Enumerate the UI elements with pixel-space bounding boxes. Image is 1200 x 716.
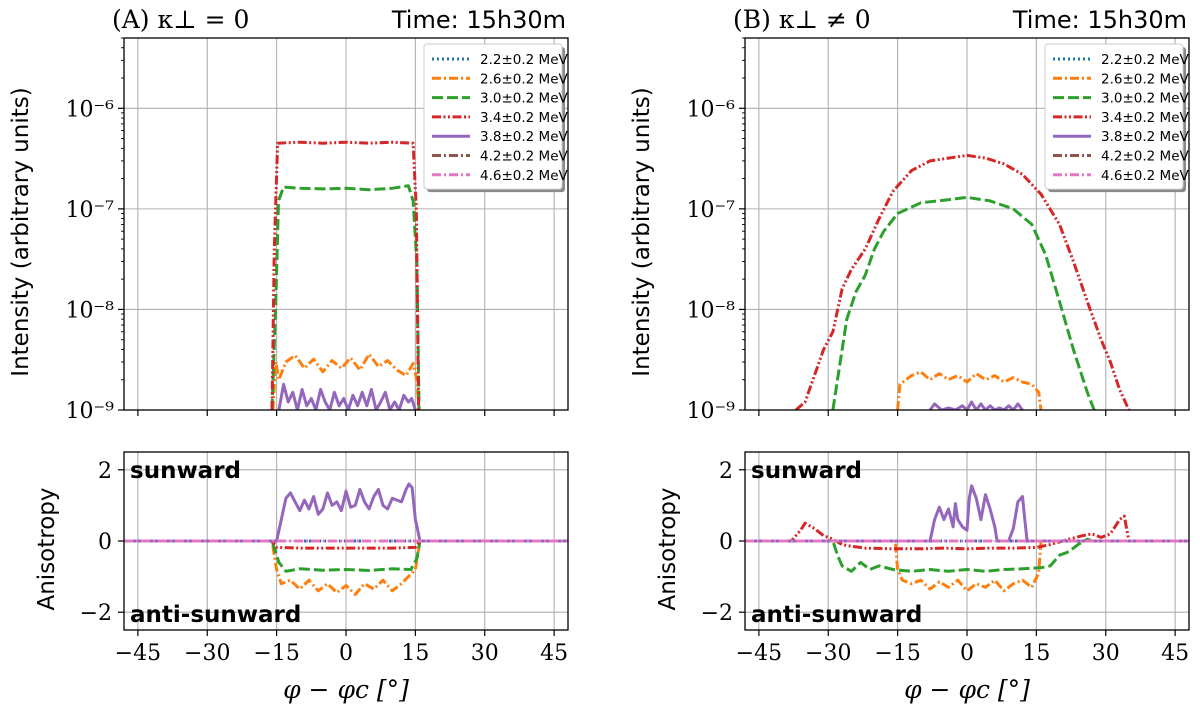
legend-box — [1044, 43, 1184, 190]
series-group — [794, 153, 1131, 410]
legend-label: 2.2±0.2 MeV — [1101, 52, 1189, 68]
y-tick-label: 10⁻⁶ — [66, 97, 115, 122]
y-axis-label: Intensity (arbitrary units) — [8, 87, 34, 376]
ticks — [118, 469, 555, 636]
x-axis-label: φ − φc [°] — [283, 675, 409, 704]
legend-label: 3.0±0.2 MeV — [1101, 91, 1189, 107]
series-line — [270, 184, 421, 410]
y-tick-label: −2 — [701, 601, 733, 626]
ticks — [739, 37, 1176, 416]
x-tick-label: −30 — [184, 641, 230, 666]
x-tick-label: 45 — [1161, 641, 1189, 666]
y-tick-label: −2 — [80, 601, 112, 626]
legend-label: 4.2±0.2 MeV — [480, 149, 568, 165]
legend-label: 4.6±0.2 MeV — [1101, 168, 1189, 184]
series-line — [896, 370, 1043, 410]
legend-label: 4.6±0.2 MeV — [480, 168, 568, 184]
x-tick-label: 0 — [960, 641, 974, 666]
ticks — [739, 469, 1176, 636]
series-line — [124, 539, 568, 550]
time-label: Time: 15h30m — [1012, 6, 1187, 34]
series-group — [124, 482, 568, 596]
series-line — [745, 537, 1189, 573]
series-line — [831, 195, 1096, 410]
series-line — [277, 382, 417, 410]
series-line — [794, 153, 1131, 410]
x-tick-label: −45 — [115, 641, 161, 666]
legend-label: 3.8±0.2 MeV — [1101, 129, 1189, 145]
legend-label: 4.2±0.2 MeV — [1101, 149, 1189, 165]
x-tick-label: 30 — [471, 641, 499, 666]
series-group — [270, 140, 421, 410]
y-tick-label: 10⁻⁸ — [687, 298, 736, 323]
y-tick-label: 2 — [719, 459, 733, 484]
x-tick-label: −15 — [874, 641, 920, 666]
annotation-sunward: sunward — [130, 458, 241, 484]
time-label: Time: 15h30m — [391, 6, 566, 34]
panel-a-intensity: 10⁻⁹ 10⁻⁸ 10⁻⁷ 10⁻⁶ Intensity (arbitrary uni… — [8, 5, 569, 424]
y-tick-label: 10⁻⁸ — [66, 298, 115, 323]
x-axis-label: φ − φc [°] — [904, 675, 1030, 704]
y-tick-label: 0 — [98, 530, 112, 555]
y-tick-label: 10⁻⁷ — [66, 198, 115, 223]
annotation-anti-sunward: anti-sunward — [130, 602, 301, 628]
y-tick-label: 10⁻⁶ — [687, 97, 736, 122]
x-tick-label: 30 — [1092, 641, 1120, 666]
x-tick-label: −15 — [253, 641, 299, 666]
series-line — [270, 140, 421, 410]
y-tick-label: 10⁻⁹ — [687, 399, 736, 424]
series-line — [745, 539, 1189, 593]
x-tick-label: 15 — [1022, 641, 1050, 666]
y-tick-label: 2 — [98, 459, 112, 484]
legend-label: 3.0±0.2 MeV — [480, 91, 568, 107]
annotation-sunward: sunward — [751, 458, 862, 484]
y-tick-label: 0 — [719, 530, 733, 555]
x-tick-label: 15 — [401, 641, 429, 666]
series-line — [124, 539, 568, 596]
panel-title: (B) κ⊥ ≠ 0 — [733, 5, 871, 34]
y-axis-label: Anisotropy — [655, 487, 681, 610]
legend-label: 2.6±0.2 MeV — [480, 71, 568, 87]
series-line — [928, 400, 1024, 410]
series-line — [124, 482, 568, 543]
x-tick-label: −45 — [736, 641, 782, 666]
series-line — [745, 484, 1189, 543]
x-tick-label: −30 — [805, 641, 851, 666]
series-line — [271, 352, 421, 410]
legend: 2.2±0.2 MeV 2.6±0.2 MeV 3.0±0.2 MeV 3.4±0.2… — [1044, 43, 1189, 193]
series-group — [745, 484, 1189, 593]
legend-label: 2.2±0.2 MeV — [480, 52, 568, 68]
annotation-anti-sunward: anti-sunward — [751, 602, 922, 628]
y-tick-label: 10⁻⁹ — [66, 399, 115, 424]
legend-label: 3.4±0.2 MeV — [1101, 110, 1189, 126]
series-line — [745, 514, 1189, 551]
y-tick-label: 10⁻⁷ — [687, 198, 736, 223]
ticks — [118, 37, 555, 416]
y-axis-label: Intensity (arbitrary units) — [629, 87, 655, 376]
legend-box — [423, 43, 563, 190]
series-line — [124, 539, 568, 573]
x-tick-label: 45 — [540, 641, 568, 666]
panel-b-anisotropy: −2 0 2 −45 −30 −15 0 15 30 45 φ − φc [°] sunward ant… — [655, 451, 1190, 704]
panel-a-anisotropy: −2 0 2 −45 −30 −15 0 15 30 45 φ − φc [°] sunward ant… — [34, 451, 569, 704]
legend-label: 2.6±0.2 MeV — [1101, 71, 1189, 87]
y-axis-label: Anisotropy — [34, 487, 60, 610]
legend-label: 3.8±0.2 MeV — [480, 129, 568, 145]
legend: 2.2±0.2 MeV 2.6±0.2 MeV 3.0±0.2 MeV 3.4±0.2… — [423, 43, 568, 193]
panel-title: (A) κ⊥ = 0 — [112, 5, 249, 34]
legend-label: 3.4±0.2 MeV — [480, 110, 568, 126]
x-tick-label: 0 — [339, 641, 353, 666]
panel-b-intensity: 10⁻⁹ 10⁻⁸ 10⁻⁷ 10⁻⁶ Intensity (arbitrary uni… — [629, 5, 1190, 424]
